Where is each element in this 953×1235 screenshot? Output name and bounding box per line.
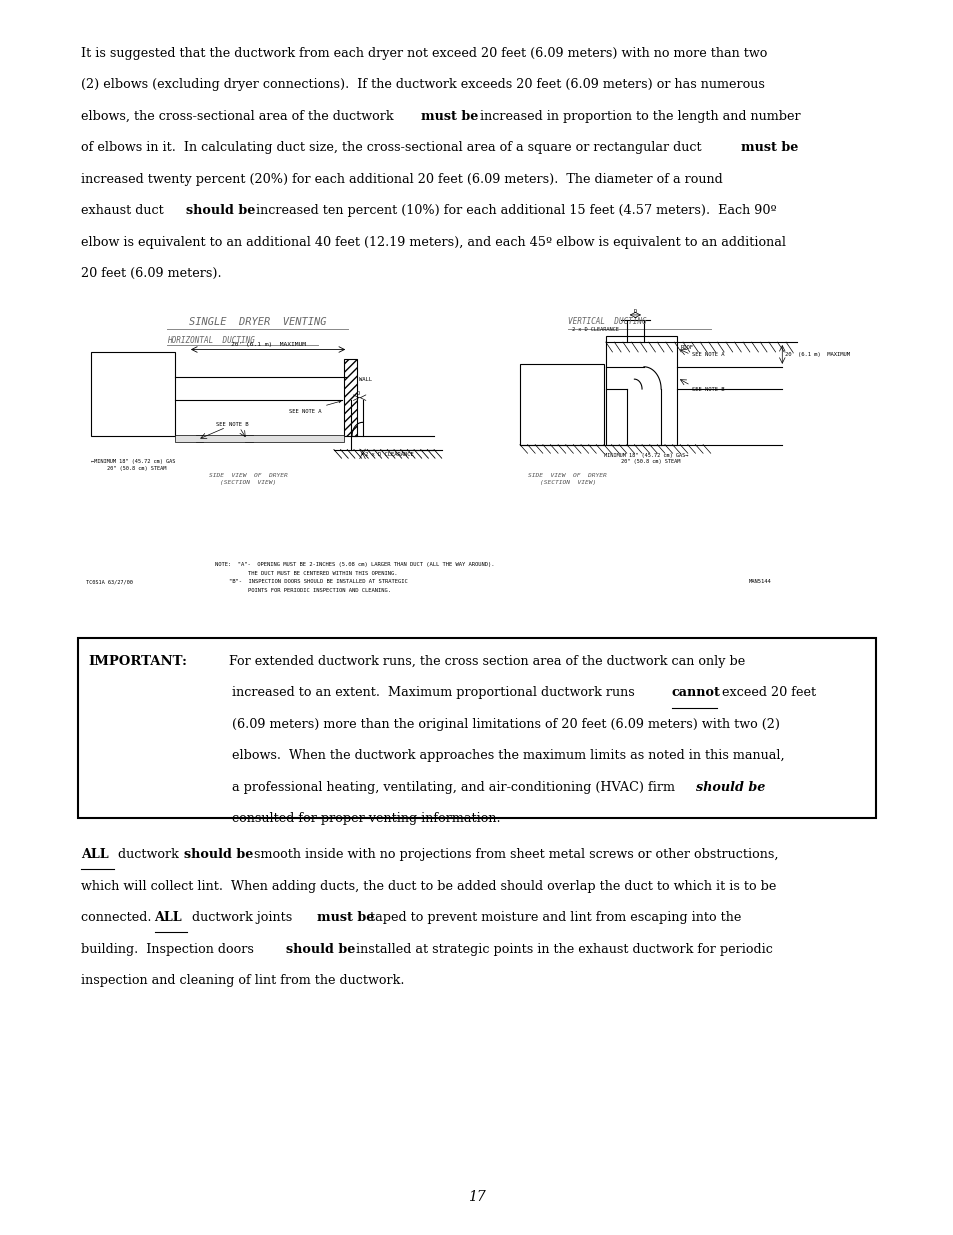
Text: increased to an extent.  Maximum proportional ductwork runs: increased to an extent. Maximum proporti… xyxy=(232,687,638,699)
Text: taped to prevent moisture and lint from escaping into the: taped to prevent moisture and lint from … xyxy=(366,911,740,925)
Bar xyxy=(344,359,356,436)
Text: increased ten percent (10%) for each additional 15 feet (4.57 meters).  Each 90º: increased ten percent (10%) for each add… xyxy=(252,204,776,217)
Text: 17: 17 xyxy=(468,1191,485,1204)
Text: THE DUCT MUST BE CENTERED WITHIN THIS OPENING.: THE DUCT MUST BE CENTERED WITHIN THIS OP… xyxy=(248,571,397,576)
Text: ALL: ALL xyxy=(81,848,109,862)
Text: (2) elbows (excluding dryer connections).  If the ductwork exceeds 20 feet (6.09: (2) elbows (excluding dryer connections)… xyxy=(81,79,764,91)
Text: ductwork: ductwork xyxy=(114,848,183,862)
Text: ←MINIMUM 18" (45.72 cm) GAS: ←MINIMUM 18" (45.72 cm) GAS xyxy=(91,459,174,464)
Text: "B"-  INSPECTION DOORS SHOULD BE INSTALLED AT STRATEGIC: "B"- INSPECTION DOORS SHOULD BE INSTALLE… xyxy=(229,579,407,584)
Text: TC0S1A 63/27/00: TC0S1A 63/27/00 xyxy=(86,579,132,584)
Text: MINIMUM 18" (45.72 cm) GAS→: MINIMUM 18" (45.72 cm) GAS→ xyxy=(603,453,687,458)
Text: SEE NOTE B: SEE NOTE B xyxy=(691,387,723,391)
Bar xyxy=(91,352,174,436)
Bar xyxy=(245,435,253,442)
Text: elbow is equivalent to an additional 40 feet (12.19 meters), and each 45º elbow : elbow is equivalent to an additional 40 … xyxy=(81,236,785,249)
Text: ROOF: ROOF xyxy=(679,345,693,350)
Text: WALL: WALL xyxy=(358,377,372,382)
Text: which will collect lint.  When adding ducts, the duct to be added should overlap: which will collect lint. When adding duc… xyxy=(81,879,776,893)
Text: elbows.  When the ductwork approaches the maximum limits as noted in this manual: elbows. When the ductwork approaches the… xyxy=(232,748,783,762)
Text: should be: should be xyxy=(286,944,355,956)
Bar xyxy=(195,435,203,442)
Text: 20" (50.8 cm) STEAM: 20" (50.8 cm) STEAM xyxy=(620,459,679,464)
Text: (6.09 meters) more than the original limitations of 20 feet (6.09 meters) with t: (6.09 meters) more than the original lim… xyxy=(232,718,779,731)
Text: increased twenty percent (20%) for each additional 20 feet (6.09 meters).  The d: increased twenty percent (20%) for each … xyxy=(81,173,722,186)
Text: should be: should be xyxy=(186,204,255,217)
Text: ductwork joints: ductwork joints xyxy=(188,911,295,925)
Text: of elbows in it.  In calculating duct size, the cross-sectional area of a square: of elbows in it. In calculating duct siz… xyxy=(81,142,705,154)
Bar xyxy=(519,364,603,445)
Text: 20 feet (6.09 meters).: 20 feet (6.09 meters). xyxy=(81,267,221,280)
Text: inspection and cleaning of lint from the ductwork.: inspection and cleaning of lint from the… xyxy=(81,974,404,988)
Text: ALL: ALL xyxy=(154,911,182,925)
Text: 2 x D CLEARANCE: 2 x D CLEARANCE xyxy=(572,327,618,332)
Text: POINTS FOR PERIODIC INSPECTION AND CLEANING.: POINTS FOR PERIODIC INSPECTION AND CLEAN… xyxy=(248,588,391,593)
Text: (SECTION  VIEW): (SECTION VIEW) xyxy=(539,480,595,485)
Text: should be: should be xyxy=(696,781,765,794)
Text: D: D xyxy=(633,309,637,314)
Text: must be: must be xyxy=(421,110,478,124)
Text: installed at strategic points in the exhaust ductwork for periodic: installed at strategic points in the exh… xyxy=(352,944,772,956)
Text: exhaust duct: exhaust duct xyxy=(81,204,168,217)
Text: 20" (50.8 cm) STEAM: 20" (50.8 cm) STEAM xyxy=(107,466,166,471)
Text: It is suggested that the ductwork from each dryer not exceed 20 feet (6.09 meter: It is suggested that the ductwork from e… xyxy=(81,47,766,61)
Text: SEE NOTE A: SEE NOTE A xyxy=(691,352,723,357)
Text: SIDE  VIEW  OF  DRYER: SIDE VIEW OF DRYER xyxy=(209,473,287,478)
Text: SIDE  VIEW  OF  DRYER: SIDE VIEW OF DRYER xyxy=(528,473,606,478)
Text: should be: should be xyxy=(184,848,253,862)
Text: smooth inside with no projections from sheet metal screws or other obstructions,: smooth inside with no projections from s… xyxy=(250,848,778,862)
Text: 2 x D CLEARANCE: 2 x D CLEARANCE xyxy=(365,452,414,457)
Text: exceed 20 feet: exceed 20 feet xyxy=(718,687,816,699)
Bar xyxy=(605,336,677,445)
Text: consulted for proper venting information.: consulted for proper venting information… xyxy=(232,813,500,825)
Text: increased in proportion to the length and number: increased in proportion to the length an… xyxy=(475,110,800,124)
Text: SEE NOTE B: SEE NOTE B xyxy=(215,422,248,427)
Text: cannot: cannot xyxy=(671,687,720,699)
Text: VERTICAL  DUCTING: VERTICAL DUCTING xyxy=(567,317,645,326)
Text: SINGLE  DRYER  VENTING: SINGLE DRYER VENTING xyxy=(189,317,326,327)
Text: HORIZONTAL  DUCTING: HORIZONTAL DUCTING xyxy=(167,336,254,345)
Text: elbows, the cross-sectional area of the ductwork: elbows, the cross-sectional area of the … xyxy=(81,110,397,124)
Text: must be: must be xyxy=(316,911,374,925)
Text: a professional heating, ventilating, and air-conditioning (HVAC) firm: a professional heating, ventilating, and… xyxy=(232,781,679,794)
Text: (SECTION  VIEW): (SECTION VIEW) xyxy=(220,480,275,485)
Bar xyxy=(174,435,344,442)
Text: 20' (6.1 m)  MAXIMUM: 20' (6.1 m) MAXIMUM xyxy=(784,352,849,357)
Text: NOTE:  "A"-  OPENING MUST BE 2-INCHES (5.08 cm) LARGER THAN DUCT (ALL THE WAY AR: NOTE: "A"- OPENING MUST BE 2-INCHES (5.0… xyxy=(214,562,494,567)
Text: SEE NOTE A: SEE NOTE A xyxy=(289,400,340,414)
Text: MAN5144: MAN5144 xyxy=(748,579,771,584)
Text: must be: must be xyxy=(740,142,798,154)
Text: IMPORTANT:: IMPORTANT: xyxy=(89,655,188,668)
Text: building.  Inspection doors: building. Inspection doors xyxy=(81,944,257,956)
Text: For extended ductwork runs, the cross section area of the ductwork can only be: For extended ductwork runs, the cross se… xyxy=(221,655,745,668)
Bar xyxy=(78,638,875,818)
Text: 20' (6.1 m)  MAXIMUM: 20' (6.1 m) MAXIMUM xyxy=(231,342,305,347)
Text: connected.: connected. xyxy=(81,911,159,925)
Text: D: D xyxy=(356,390,360,395)
